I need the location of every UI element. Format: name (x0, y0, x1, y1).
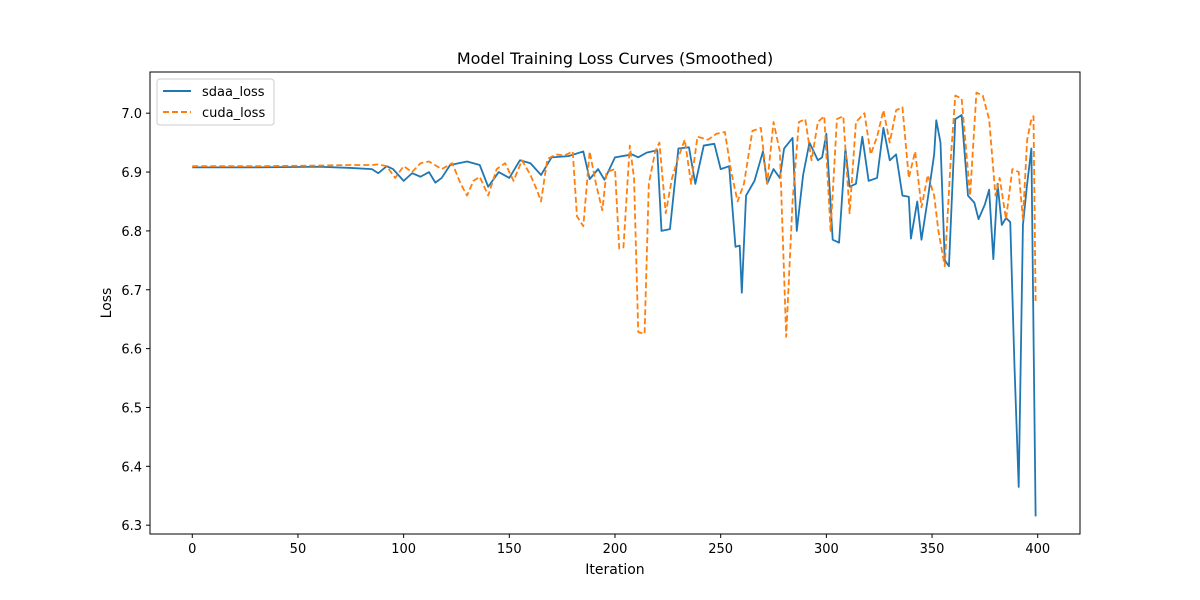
y-tick-label: 6.3 (121, 519, 142, 534)
x-tick-label: 200 (603, 542, 628, 557)
ticks-layer: 0 50 100 150 200 250 300 350 400 6.3 6.4 6.5 6.6 6.7 6… (121, 107, 1050, 557)
y-tick-label: 6.7 (121, 284, 142, 299)
x-tick-label: 100 (391, 542, 416, 557)
x-tick-label: 0 (188, 542, 196, 557)
y-tick-label: 6.5 (121, 401, 142, 416)
x-tick-label: 250 (708, 542, 733, 557)
x-tick-label: 300 (814, 542, 839, 557)
y-tick-label: 6.8 (121, 225, 142, 240)
series-line-cuda-loss (192, 91, 1037, 338)
x-axis-label: Iteration (585, 562, 644, 578)
x-tick-label: 400 (1025, 542, 1050, 557)
x-tick-label: 150 (497, 542, 522, 557)
y-tick-label: 6.6 (121, 343, 142, 358)
legend-label-sdaa-loss: sdaa_loss (202, 85, 265, 100)
y-tick-label: 6.9 (121, 166, 142, 181)
y-tick-label: 7.0 (121, 107, 142, 122)
series-layer (192, 91, 1037, 517)
x-tick-label: 50 (290, 542, 307, 557)
y-axis-label: Loss (99, 288, 115, 319)
y-tick-label: 6.4 (121, 460, 142, 475)
chart-title: Model Training Loss Curves (Smoothed) (457, 49, 773, 68)
legend: sdaa_loss cuda_loss (156, 78, 275, 126)
plot-frame (149, 71, 1081, 535)
x-tick-label: 350 (920, 542, 945, 557)
legend-label-cuda-loss: cuda_loss (202, 106, 265, 121)
